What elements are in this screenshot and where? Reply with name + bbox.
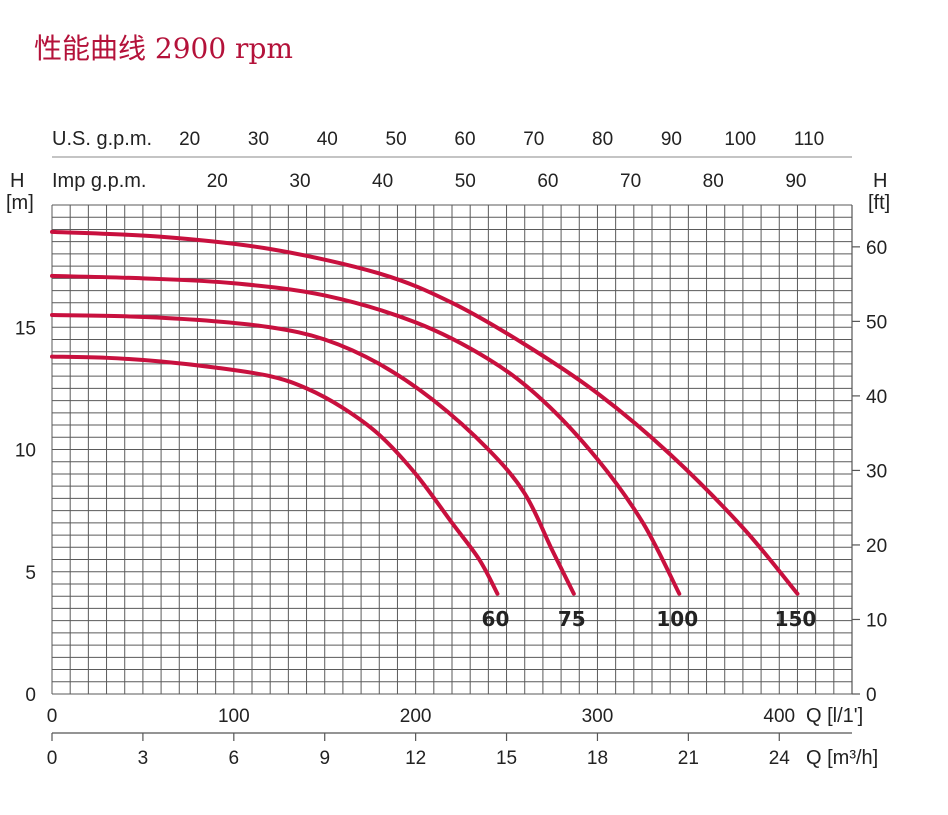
x-tick-label-usgpm: 60 — [454, 129, 475, 150]
x-tick-label-m3h: 3 — [138, 748, 149, 769]
x-tick-label-usgpm: 50 — [386, 129, 407, 150]
x-tick-label-lmin: 200 — [400, 706, 432, 727]
x-tick-label-m3h: 12 — [405, 748, 426, 769]
x-tick-label-usgpm: 70 — [523, 129, 544, 150]
curve-75 — [50, 313, 576, 596]
y-tick-label-ft: 50 — [866, 312, 887, 333]
y-tick-label-ft: 60 — [866, 238, 887, 259]
x-tick-label-impgpm: 20 — [207, 171, 228, 192]
y-tick-label-m: 5 — [25, 563, 36, 584]
y-tick-label-ft: 30 — [866, 461, 887, 482]
y-tick-label-ft: 20 — [866, 536, 887, 557]
x-unit-label-lmin: Q [l/1'] — [806, 705, 863, 727]
x-tick-label-impgpm: 30 — [289, 171, 310, 192]
y-right-unit: [ft] — [868, 192, 890, 214]
y-left-unit: [m] — [6, 192, 34, 214]
x-tick-label-m3h: 21 — [678, 748, 699, 769]
x-tick-label-impgpm: 60 — [537, 171, 558, 192]
axes — [51, 156, 860, 741]
x-unit-label-m3h: Q [m³/h] — [806, 747, 878, 769]
x-tick-label-m3h: 15 — [496, 748, 517, 769]
x-tick-label-impgpm: 90 — [785, 171, 806, 192]
y-tick-label-m: 0 — [25, 685, 36, 706]
curve-label-60: 60 — [482, 607, 510, 631]
x-tick-label-usgpm: 30 — [248, 129, 269, 150]
curves — [50, 229, 800, 596]
x-tick-label-m3h: 6 — [229, 748, 240, 769]
x-tick-label-lmin: 0 — [47, 706, 58, 727]
imp-gpm-label: Imp g.p.m. — [52, 170, 146, 192]
us-gpm-label: U.S. g.p.m. — [52, 128, 152, 150]
curve-label-100: 100 — [656, 607, 698, 631]
x-tick-label-lmin: 100 — [218, 706, 250, 727]
y-right-label: H — [873, 170, 887, 192]
y-left-label: H — [10, 170, 24, 192]
x-tick-label-m3h: 9 — [319, 748, 330, 769]
chart-title: 性能曲线 2900 rpm — [34, 32, 293, 65]
x-tick-label-impgpm: 50 — [455, 171, 476, 192]
y-tick-label-ft: 0 — [866, 685, 877, 706]
y-tick-label-ft: 40 — [866, 387, 887, 408]
x-tick-label-m3h: 18 — [587, 748, 608, 769]
x-tick-label-usgpm: 20 — [179, 129, 200, 150]
y-tick-label-ft: 10 — [866, 610, 887, 631]
x-tick-label-impgpm: 40 — [372, 171, 393, 192]
curve-150 — [50, 229, 800, 596]
curve-label-150: 150 — [775, 607, 817, 631]
x-tick-label-lmin: 300 — [582, 706, 614, 727]
curve-60 — [50, 354, 500, 596]
curve-label-75: 75 — [558, 607, 586, 631]
y-tick-label-m: 15 — [15, 318, 36, 339]
x-tick-label-m3h: 0 — [47, 748, 58, 769]
y-tick-label-m: 10 — [15, 441, 36, 462]
x-tick-label-usgpm: 90 — [661, 129, 682, 150]
x-tick-label-usgpm: 110 — [794, 129, 824, 150]
x-tick-label-usgpm: 40 — [317, 129, 338, 150]
x-tick-label-impgpm: 70 — [620, 171, 641, 192]
x-tick-label-usgpm: 100 — [724, 129, 756, 150]
x-tick-label-impgpm: 80 — [703, 171, 724, 192]
curve-100 — [50, 273, 682, 596]
x-tick-label-lmin: 400 — [763, 706, 795, 727]
x-tick-label-m3h: 24 — [769, 748, 791, 769]
x-tick-label-usgpm: 80 — [592, 129, 613, 150]
